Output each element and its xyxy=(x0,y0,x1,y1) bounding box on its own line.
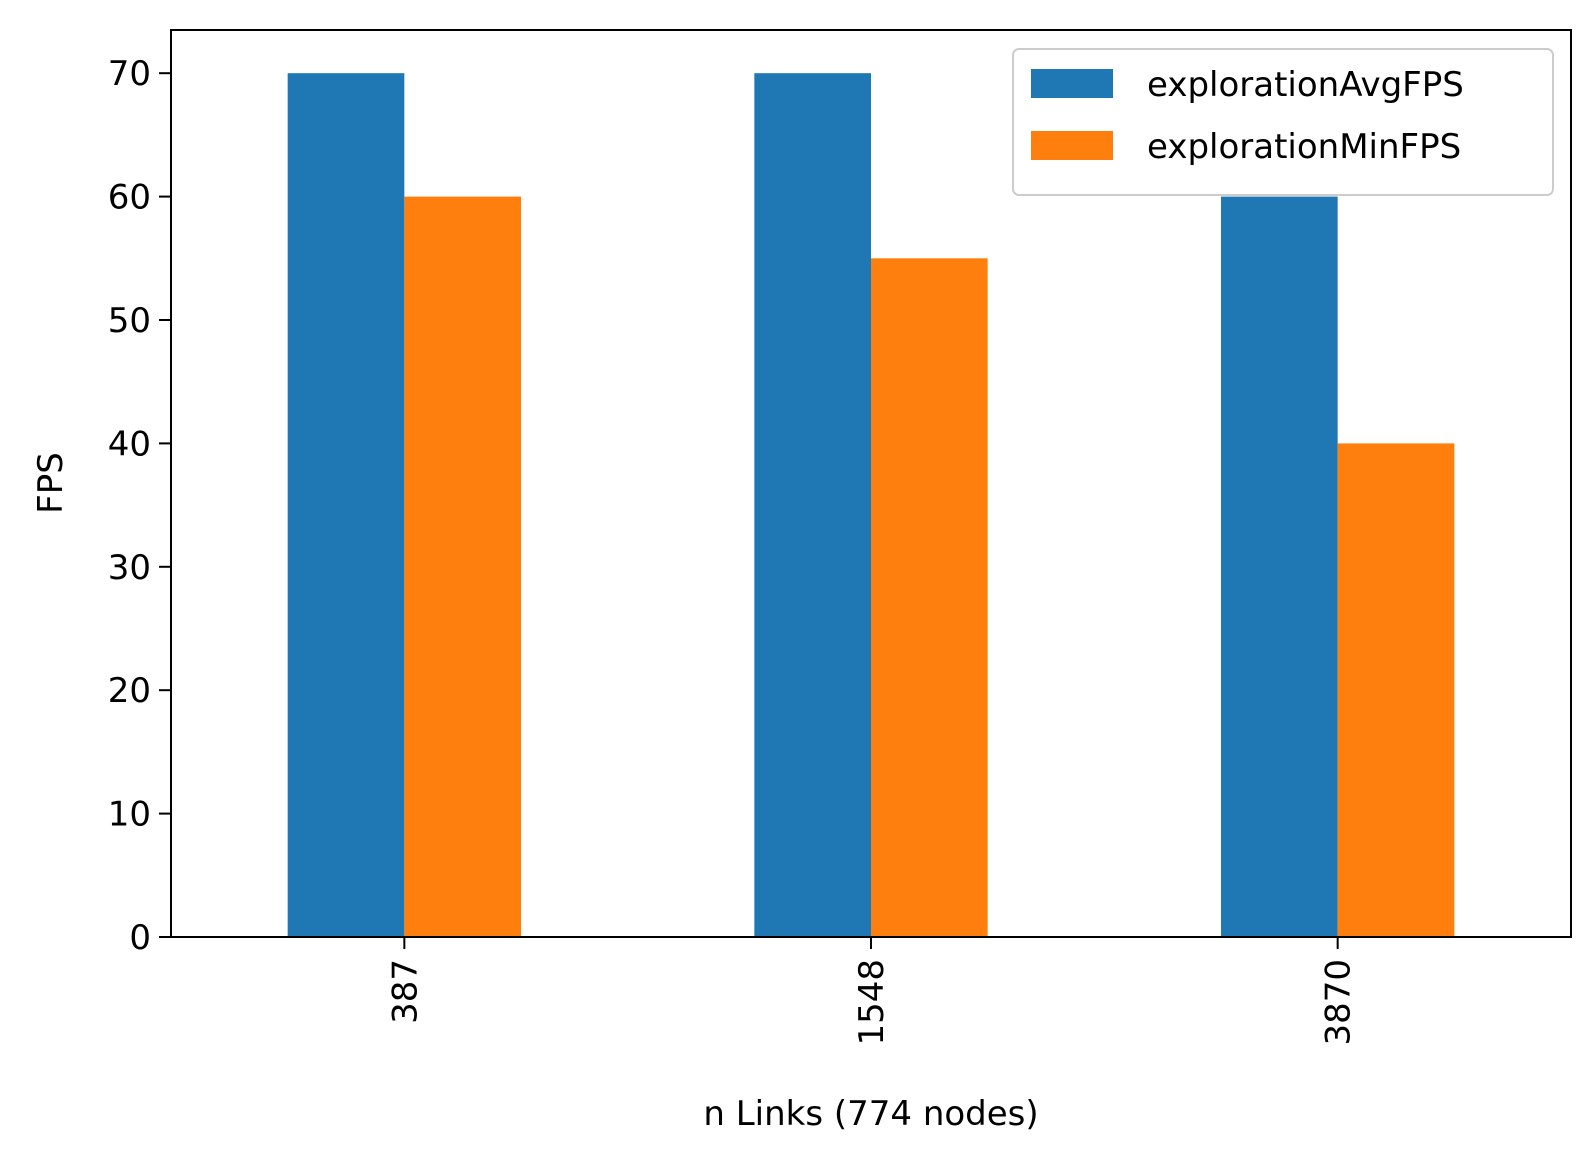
legend: explorationAvgFPS explorationMinFPS xyxy=(1012,48,1554,196)
legend-frame xyxy=(1012,48,1554,196)
legend-swatch-explorationAvgFPS xyxy=(1031,69,1113,98)
bars-group xyxy=(287,73,1455,938)
x-axis-label: n Links (774 nodes) xyxy=(703,1094,1038,1134)
y-tick-label-30: 30 xyxy=(108,548,151,588)
y-tick-label-0: 0 xyxy=(129,918,151,958)
x-tick-label-387: 387 xyxy=(385,959,425,1024)
x-tick-label-1548: 1548 xyxy=(852,959,892,1046)
x-tick-label-3870: 3870 xyxy=(1319,959,1359,1046)
bar-explorationMinFPS-387 xyxy=(404,196,521,938)
x-axis: 387 1548 3870 xyxy=(385,937,1359,1046)
y-axis: 0 10 20 30 40 50 60 70 xyxy=(108,54,171,958)
bar-explorationMinFPS-1548 xyxy=(871,258,988,937)
legend-label-explorationMinFPS: explorationMinFPS xyxy=(1147,127,1461,167)
bar-explorationAvgFPS-387 xyxy=(287,73,405,937)
y-tick-label-70: 70 xyxy=(108,54,151,94)
y-tick-label-50: 50 xyxy=(108,301,151,341)
y-tick-label-40: 40 xyxy=(108,424,151,464)
y-tick-label-60: 60 xyxy=(108,178,151,218)
bar-explorationAvgFPS-1548 xyxy=(754,73,871,937)
y-tick-label-20: 20 xyxy=(108,671,151,711)
bar-explorationAvgFPS-3870 xyxy=(1221,196,1338,938)
bar-explorationMinFPS-3870 xyxy=(1337,443,1455,937)
y-axis-label: FPS xyxy=(31,452,71,514)
legend-label-explorationAvgFPS: explorationAvgFPS xyxy=(1147,65,1464,105)
y-tick-label-10: 10 xyxy=(108,795,151,835)
legend-swatch-explorationMinFPS xyxy=(1031,131,1113,160)
